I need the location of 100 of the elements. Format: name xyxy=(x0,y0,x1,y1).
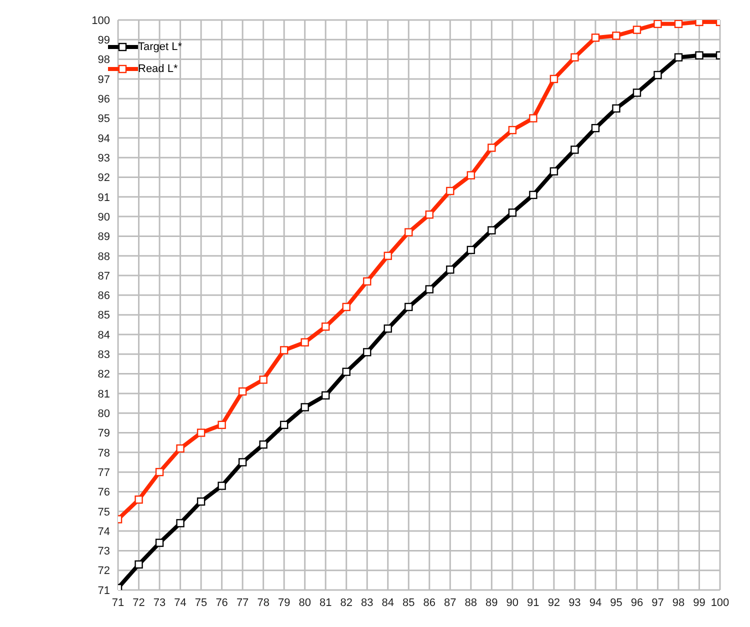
point xyxy=(570,146,579,154)
x-tick-label: 92 xyxy=(548,596,560,609)
point xyxy=(466,246,476,254)
y-tick-label: 93 xyxy=(98,152,110,164)
point xyxy=(259,376,268,384)
y-tick-label: 95 xyxy=(98,113,110,126)
x-tick-label: 71 xyxy=(112,596,124,609)
point xyxy=(196,428,206,437)
x-tick-label: 94 xyxy=(589,596,602,609)
y-tick-label: 72 xyxy=(98,565,110,578)
point xyxy=(695,51,704,60)
legend-label: Read L* xyxy=(138,63,178,75)
point xyxy=(425,285,434,294)
y-tick-label: 81 xyxy=(98,388,110,400)
point xyxy=(550,74,558,84)
point xyxy=(654,70,662,80)
x-tick-label: 86 xyxy=(423,596,436,609)
point xyxy=(300,403,309,412)
point xyxy=(632,26,642,34)
x-tick-label: 72 xyxy=(132,596,145,609)
x-tick-label: 74 xyxy=(174,596,186,609)
x-tick-label: 98 xyxy=(672,596,685,609)
y-tick-label: 71 xyxy=(98,584,110,597)
point xyxy=(196,497,206,506)
x-tick-label: 84 xyxy=(382,596,394,609)
x-tick-label: 76 xyxy=(216,596,228,609)
point xyxy=(488,226,496,234)
point xyxy=(300,338,309,346)
x-tick-label: 100 xyxy=(710,596,730,609)
y-tick-label: 92 xyxy=(98,172,110,184)
x-tick-label: 88 xyxy=(464,596,478,609)
x-tick-label: 87 xyxy=(444,596,456,609)
point xyxy=(384,324,392,333)
point xyxy=(134,495,143,504)
point xyxy=(508,126,517,134)
point xyxy=(529,190,538,200)
point xyxy=(695,20,704,26)
point xyxy=(176,519,184,528)
point xyxy=(632,88,642,97)
x-tick-label: 78 xyxy=(257,596,270,609)
y-tick-label: 75 xyxy=(98,506,110,518)
y-tick-label: 79 xyxy=(98,428,110,440)
point xyxy=(155,468,164,476)
y-tick-label: 85 xyxy=(98,310,110,322)
point xyxy=(218,482,226,490)
y-tick-label: 97 xyxy=(98,74,110,86)
point xyxy=(529,114,538,122)
point xyxy=(322,391,330,400)
point xyxy=(446,186,454,196)
point xyxy=(176,444,184,453)
x-tick-label: 95 xyxy=(610,596,622,609)
point xyxy=(363,277,372,286)
point xyxy=(280,420,288,429)
y-tick-label: 76 xyxy=(98,486,110,499)
point xyxy=(591,124,600,132)
y-tick-label: 96 xyxy=(98,94,110,106)
x-tick-label: 83 xyxy=(360,596,374,609)
point xyxy=(363,348,372,356)
x-tick-label: 77 xyxy=(236,596,249,609)
y-tick-label: 99 xyxy=(98,34,110,47)
point xyxy=(259,440,268,449)
x-tick-label: 90 xyxy=(506,596,519,609)
point xyxy=(218,420,226,429)
point xyxy=(508,208,517,217)
x-tick-label: 80 xyxy=(298,596,311,609)
point xyxy=(446,266,454,274)
y-tick-label: 80 xyxy=(98,408,110,420)
point xyxy=(591,34,600,42)
point xyxy=(425,210,434,219)
y-tick-label: 86 xyxy=(98,290,110,302)
y-tick-label: 94 xyxy=(98,132,110,145)
point xyxy=(488,144,496,152)
point xyxy=(550,167,558,176)
y-tick-label: 98 xyxy=(98,54,110,66)
y-tick-label: 82 xyxy=(98,368,110,381)
point xyxy=(466,171,476,180)
x-tick-label: 73 xyxy=(153,596,166,609)
x-tick-label: 99 xyxy=(693,596,706,609)
point xyxy=(612,32,620,40)
x-tick-label: 82 xyxy=(340,596,352,609)
y-tick-label: 73 xyxy=(98,546,110,558)
point xyxy=(134,560,143,569)
point xyxy=(155,538,164,547)
x-tick-label: 79 xyxy=(278,596,290,609)
y-tick-label: 91 xyxy=(98,192,110,204)
point xyxy=(238,387,247,396)
point xyxy=(322,322,330,331)
point xyxy=(570,53,579,62)
point xyxy=(342,302,350,312)
point xyxy=(654,20,662,28)
y-tick-label: 83 xyxy=(98,349,110,362)
y-tick-label: 87 xyxy=(98,270,110,282)
point xyxy=(674,53,683,62)
y-tick-label: 89 xyxy=(98,231,110,244)
y-tick-label: 100 xyxy=(92,14,110,27)
point xyxy=(404,302,413,312)
y-tick-label: 90 xyxy=(98,211,110,224)
point xyxy=(280,346,288,354)
y-tick-label: 84 xyxy=(98,329,110,342)
y-tick-label: 88 xyxy=(98,250,110,263)
